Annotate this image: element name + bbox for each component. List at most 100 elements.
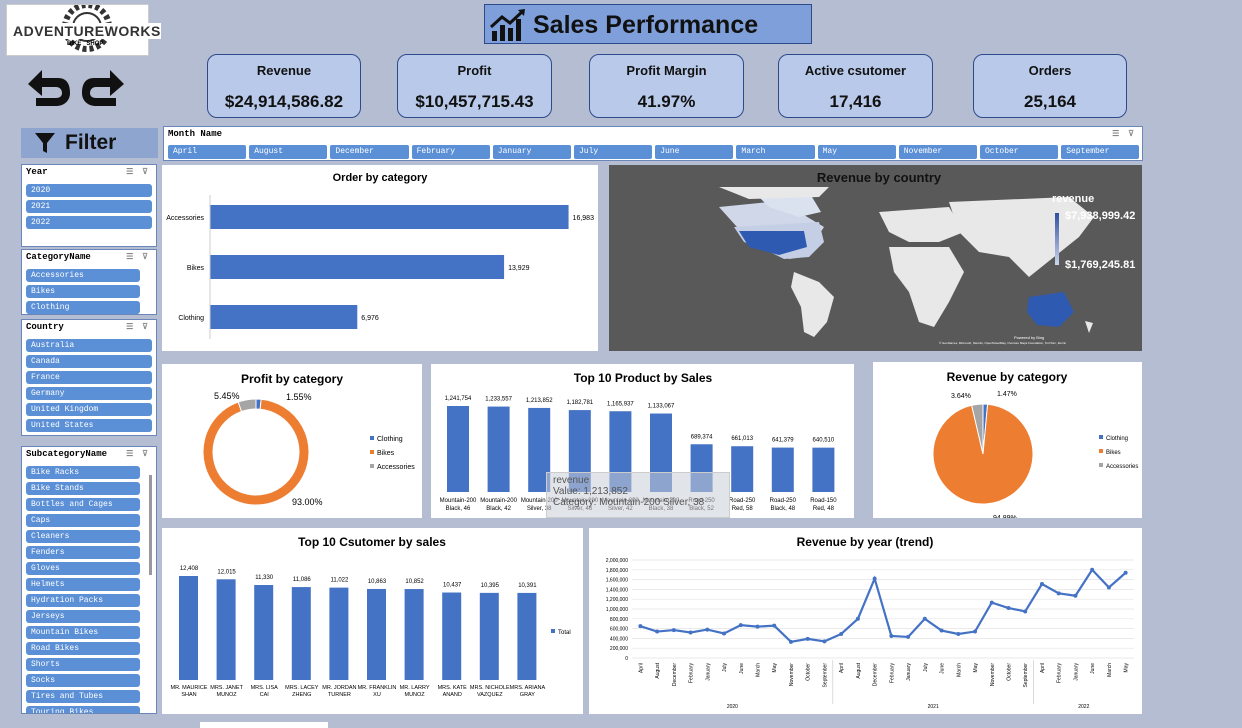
multiselect-icon[interactable]: ☰ ⊽ — [126, 168, 150, 177]
category-label: Road-250 Black, 48 — [770, 498, 797, 512]
y-tick-label: 1,200,000 — [606, 597, 628, 603]
category-slicer: CategoryName ☰ ⊽ Accessories Bikes Clothing — [21, 249, 157, 315]
month-slicer-item[interactable]: December — [330, 145, 409, 159]
slicer-item[interactable]: Cleaners — [26, 530, 140, 543]
x-tick-label: January — [1073, 663, 1079, 681]
y-tick-label: 600,000 — [610, 627, 628, 633]
x-tick-label: August — [655, 662, 661, 678]
slicer-item[interactable]: Clothing — [26, 301, 140, 314]
y-tick-label: 800,000 — [610, 617, 628, 623]
slicer-item[interactable]: United Kingdom — [26, 403, 152, 416]
undo-icon[interactable] — [22, 66, 72, 108]
multiselect-icon[interactable]: ☰ ⊽ — [1112, 130, 1136, 139]
kpi-label: Profit Margin — [626, 63, 707, 78]
title-box: Sales Performance — [484, 4, 812, 44]
slicer-item[interactable]: United States — [26, 419, 152, 432]
slicer-item[interactable]: Fenders — [26, 546, 140, 559]
slicer-item[interactable]: France — [26, 371, 152, 384]
x-tick-label: December — [672, 663, 678, 686]
slicer-item[interactable]: Mountain Bikes — [26, 626, 140, 639]
category-label: Road-250 Red, 58 — [729, 498, 756, 512]
bar — [254, 585, 274, 680]
chart-tooltip: revenue Value: 1,213,852 Category: Mount… — [546, 472, 730, 518]
slicer-item[interactable]: Touring Bikes — [26, 706, 140, 713]
revenue-by-year-chart: Revenue by year (trend) 0 200,000 400,000 60… — [589, 528, 1142, 714]
data-point — [1123, 570, 1128, 575]
filter-label: Filter — [65, 131, 117, 154]
data-point — [1039, 582, 1044, 587]
slicer-item[interactable]: Jerseys — [26, 610, 140, 623]
legend-swatch — [370, 464, 374, 468]
slicer-item[interactable]: 2020 — [26, 184, 152, 197]
data-point — [638, 624, 643, 629]
month-slicer-item[interactable]: September — [1061, 145, 1140, 159]
kpi-value: $10,457,715.43 — [415, 92, 534, 111]
y-tick-label: 1,000,000 — [606, 607, 628, 613]
legend-label: Bikes — [1106, 450, 1121, 456]
slicer-item[interactable]: Canada — [26, 355, 152, 368]
x-tick-label: June — [940, 663, 946, 674]
data-label: 1,213,852 — [526, 398, 553, 404]
bar — [771, 447, 794, 492]
x-tick-label: July — [722, 663, 728, 672]
x-tick-label: April — [638, 663, 644, 673]
page-title: Sales Performance — [533, 11, 759, 39]
data-point — [956, 631, 961, 636]
scrollbar[interactable] — [149, 475, 152, 575]
month-slicer-item[interactable]: June — [655, 145, 734, 159]
slicer-item[interactable]: Bike Racks — [26, 466, 140, 479]
data-label: 6,976 — [361, 315, 379, 322]
slicer-item[interactable]: Tires and Tubes — [26, 690, 140, 703]
month-slicer-item[interactable]: April — [168, 145, 247, 159]
slicer-item[interactable]: Germany — [26, 387, 152, 400]
slicer-item[interactable]: Helmets — [26, 578, 140, 591]
australia-shape — [1027, 292, 1074, 327]
x-tick-label: February — [1057, 663, 1063, 684]
slicer-item[interactable]: Shorts — [26, 658, 140, 671]
data-point — [788, 639, 793, 644]
month-slicer-item[interactable]: March — [736, 145, 815, 159]
data-point — [722, 631, 727, 636]
bar — [216, 579, 236, 680]
y-tick-label: 0 — [625, 656, 628, 662]
slicer-item[interactable]: 2021 — [26, 200, 152, 213]
map-legend-title: revenue — [1052, 193, 1095, 205]
slicer-item[interactable]: 2022 — [26, 216, 152, 229]
multiselect-icon[interactable]: ☰ ⊽ — [126, 253, 150, 262]
x-tick-label: April — [1040, 663, 1046, 673]
slicer-title: Month Name — [168, 129, 223, 139]
legend-label: Total — [558, 630, 571, 636]
bar — [479, 592, 499, 680]
slicer-item[interactable]: Accessories — [26, 269, 140, 282]
slicer-item[interactable]: Bike Stands — [26, 482, 140, 495]
slicer-item[interactable]: Caps — [26, 514, 140, 527]
slicer-item[interactable]: Road Bikes — [26, 642, 140, 655]
multiselect-icon[interactable]: ☰ ⊽ — [126, 450, 150, 459]
month-slicer-item[interactable]: August — [249, 145, 328, 159]
legend-swatch — [1099, 463, 1103, 467]
month-slicer-item[interactable]: November — [898, 145, 977, 159]
sheet-tab[interactable] — [200, 722, 328, 728]
legend-swatch — [1099, 435, 1103, 439]
month-slicer-item[interactable]: July — [574, 145, 653, 159]
data-label: 1,182,781 — [566, 400, 593, 406]
multiselect-icon[interactable]: ☰ ⊽ — [126, 323, 150, 332]
redo-icon[interactable] — [80, 66, 130, 108]
year-slicer: Year ☰ ⊽ 2020 2021 2022 — [21, 164, 157, 247]
x-tick-label: September — [822, 663, 828, 688]
month-slicer-item[interactable]: January — [492, 145, 571, 159]
month-slicer-item[interactable]: February — [411, 145, 490, 159]
slicer-item[interactable]: Bottles and Cages — [26, 498, 140, 511]
slicer-item[interactable]: Australia — [26, 339, 152, 352]
month-slicer-item[interactable]: October — [980, 145, 1059, 159]
data-point — [1023, 609, 1028, 614]
usa-shape — [739, 231, 807, 255]
month-slicer-item[interactable]: May — [817, 145, 896, 159]
slicer-item[interactable]: Gloves — [26, 562, 140, 575]
bar — [568, 410, 591, 492]
slicer-item[interactable]: Bikes — [26, 285, 140, 298]
slicer-item[interactable]: Socks — [26, 674, 140, 687]
slicer-item[interactable]: Hydration Packs — [26, 594, 140, 607]
brand-name: ADVENTUREWORKS — [13, 23, 161, 39]
y-tick-label: 1,400,000 — [606, 587, 628, 593]
